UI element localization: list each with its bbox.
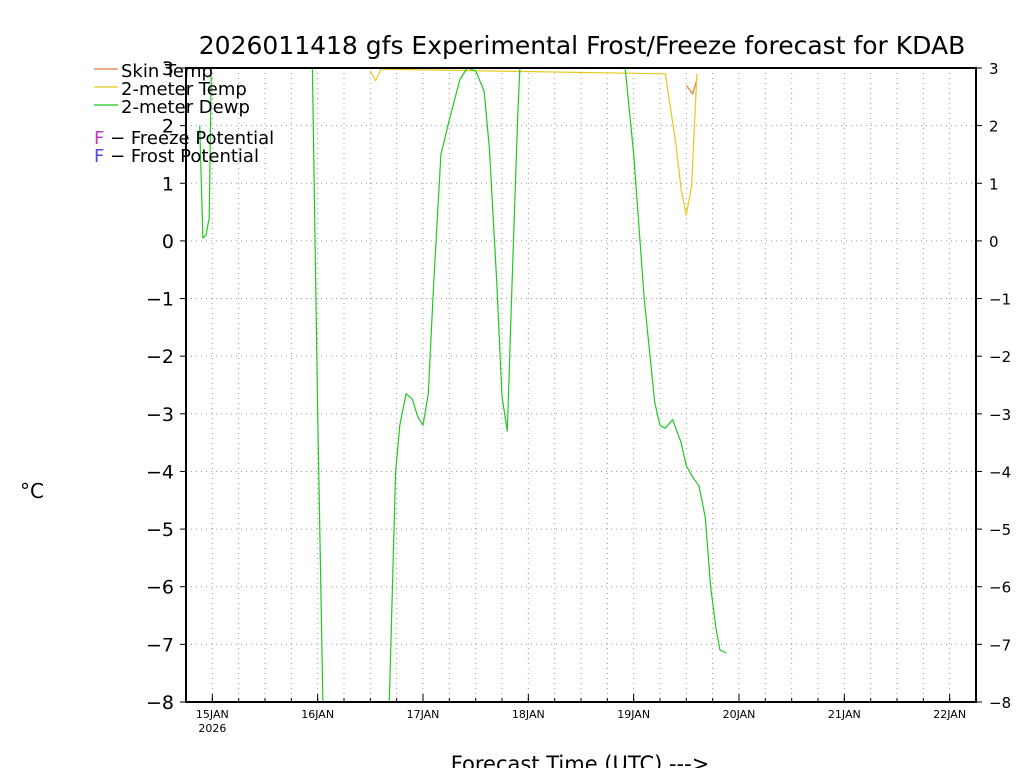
y-tick-label: −7 bbox=[146, 634, 174, 656]
legend-label: 2-meter Dewp bbox=[121, 97, 250, 118]
data-series bbox=[199, 68, 727, 702]
x-tick-label: 19JAN bbox=[617, 708, 650, 721]
y-tick-label: −2 bbox=[146, 346, 174, 368]
y-tick-label-right: 1 bbox=[989, 175, 999, 193]
series-line-2-meter-temp bbox=[369, 68, 698, 216]
legend-potential-letter: F bbox=[94, 146, 104, 167]
y-tick-label: −8 bbox=[146, 692, 174, 714]
y-tick-label-right: −4 bbox=[989, 463, 1011, 481]
legend-label: Skin Temp bbox=[121, 61, 213, 82]
legend-potential-letter: F bbox=[94, 128, 104, 149]
legend-potential-text: − Freeze Potential bbox=[104, 128, 274, 149]
x-tick-label: 21JAN bbox=[828, 708, 861, 721]
series-line-2-meter-dewp bbox=[199, 68, 727, 702]
series-line-skin-temp bbox=[685, 79, 698, 95]
y-tick-label: −5 bbox=[146, 519, 174, 541]
y-tick-label-right: 3 bbox=[989, 60, 999, 78]
y-tick-label: −3 bbox=[146, 404, 174, 426]
y-tick-label: 1 bbox=[162, 173, 174, 195]
y-tick-label: 2 bbox=[162, 116, 174, 138]
x-tick-label: 17JAN bbox=[407, 708, 440, 721]
y-tick-label: 3 bbox=[162, 58, 174, 80]
x-tick-sublabel: 2026 bbox=[198, 722, 226, 735]
y-tick-label: 0 bbox=[162, 231, 174, 253]
y-tick-label: −6 bbox=[146, 577, 174, 599]
legend-potential-text: − Frost Potential bbox=[104, 146, 259, 167]
x-tick-label: 15JAN bbox=[196, 708, 229, 721]
legend-label: 2-meter Temp bbox=[121, 79, 247, 100]
y-tick-label-right: −6 bbox=[989, 579, 1011, 597]
x-tick-label: 22JAN bbox=[933, 708, 966, 721]
y-tick-label-right: 2 bbox=[989, 118, 999, 136]
chart-title: 2026011418 gfs Experimental Frost/Freeze… bbox=[199, 31, 965, 60]
legend-potential: F − Freeze Potential bbox=[94, 128, 274, 149]
x-tick-label: 18JAN bbox=[512, 708, 545, 721]
x-axis-label: Forecast Time (UTC) ---> bbox=[451, 752, 710, 768]
x-tick-label: 20JAN bbox=[723, 708, 756, 721]
y-tick-label-right: 0 bbox=[989, 233, 999, 251]
grid-lines bbox=[186, 68, 976, 702]
y-tick-label: −1 bbox=[146, 289, 174, 311]
y-tick-label-right: −8 bbox=[989, 694, 1011, 712]
y-tick-label-right: −5 bbox=[989, 521, 1011, 539]
y-tick-label: −4 bbox=[146, 461, 174, 483]
y-tick-label-right: −2 bbox=[989, 348, 1011, 366]
y-tick-label-right: −1 bbox=[989, 291, 1011, 309]
y-tick-label-right: −3 bbox=[989, 406, 1011, 424]
legend-potential: F − Frost Potential bbox=[94, 146, 259, 167]
y-axis-right: 3 2 1 0 −1 −2 −3 −4 −5 −6 −7 −8 bbox=[976, 60, 1011, 712]
x-tick-label: 16JAN bbox=[301, 708, 334, 721]
y-axis-label: °C bbox=[20, 479, 44, 503]
y-tick-label-right: −7 bbox=[989, 636, 1011, 654]
y-axis-left: 3 2 1 0 −1 −2 −3 −4 −5 −6 −7 −8 bbox=[146, 58, 186, 714]
